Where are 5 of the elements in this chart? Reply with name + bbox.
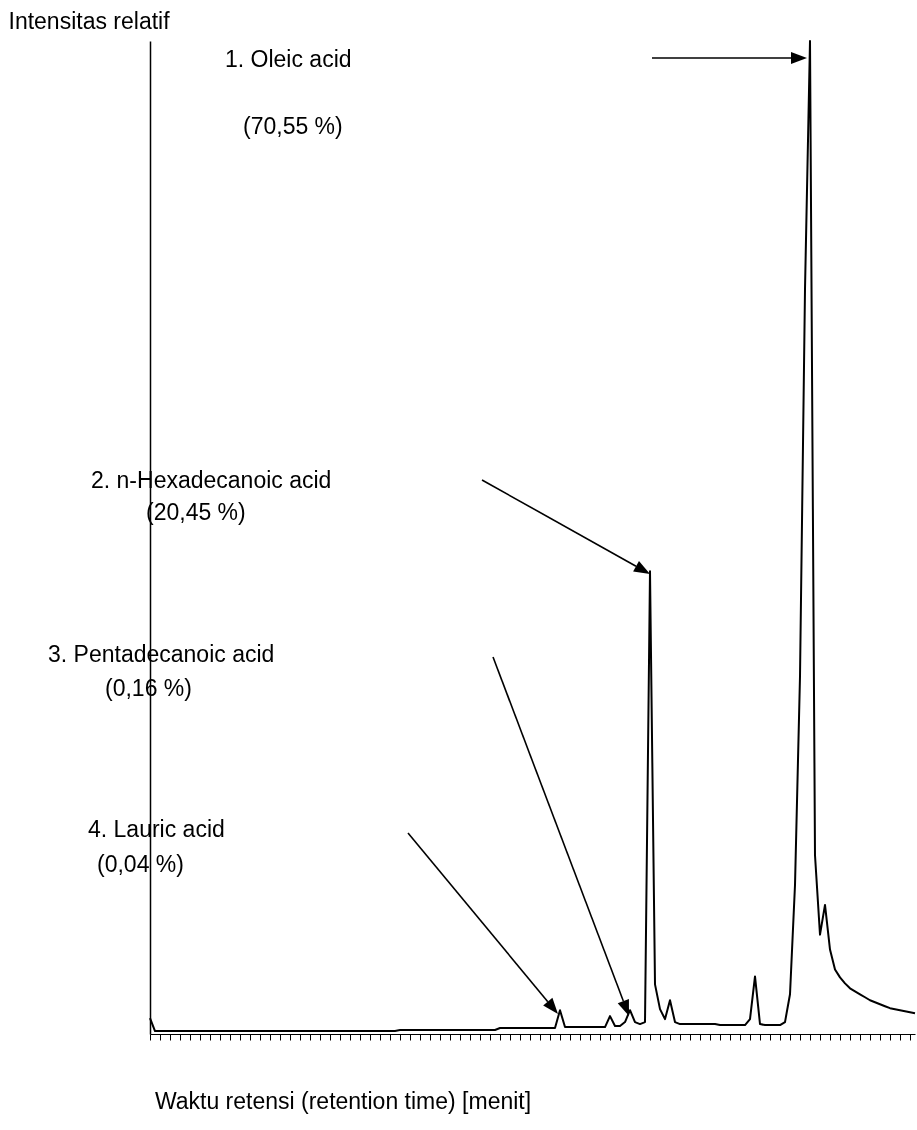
annotation: (70,55 %) [243, 113, 343, 139]
annotation: 1. Oleic acid [225, 46, 352, 72]
annotation: (0,04 %) [97, 851, 184, 877]
x-axis-title: Waktu retensi (retention time) [menit] [154, 1088, 532, 1114]
y-axis-title: Intensitas relatif [8, 7, 171, 34]
